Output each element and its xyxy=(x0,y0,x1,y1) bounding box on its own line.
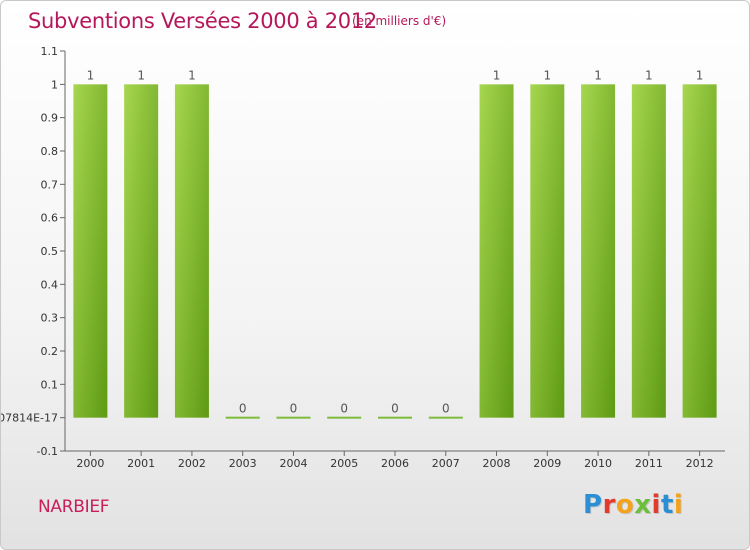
y-tick-label: 1 xyxy=(51,78,58,91)
chart-data-labels: 1 1 1 0 0 0 0 0 1 1 1 1 1 xyxy=(87,68,704,415)
x-tick-label: 2012 xyxy=(686,457,714,470)
y-tick-label: 0.5 xyxy=(41,245,59,258)
y-tick-label: 0.7 xyxy=(41,178,59,191)
y-tick-label: 0.8 xyxy=(41,145,59,158)
y-tick-label: -0.1 xyxy=(37,445,58,458)
data-label: 0 xyxy=(442,402,450,416)
commune-name: NARBIEF xyxy=(38,497,110,517)
bar xyxy=(378,416,412,419)
y-tick-label: 0.1 xyxy=(41,378,59,391)
y-tick-label: 0.9 xyxy=(41,112,59,125)
data-label: 1 xyxy=(87,68,95,82)
bar xyxy=(327,416,362,419)
chart-axes: -0.1 1.3877787807814E-17 0.1 0.2 0.3 0.4 0.5 0.… xyxy=(1,45,725,470)
chart-subtitle: (en milliers d'€) xyxy=(352,14,447,28)
x-tick-label: 2004 xyxy=(279,457,307,470)
bar xyxy=(174,84,209,418)
logo-letter: P xyxy=(583,490,603,520)
proxiti-logo[interactable]: Proxiti xyxy=(583,490,683,520)
y-tick-label: 0.4 xyxy=(41,278,59,291)
x-tick-label: 2005 xyxy=(330,457,358,470)
y-tick-label: 0.3 xyxy=(41,312,59,325)
data-label: 0 xyxy=(290,402,298,416)
y-tick-label: 1.1 xyxy=(41,45,59,58)
bar xyxy=(276,416,311,419)
data-label: 1 xyxy=(137,68,145,82)
bar xyxy=(581,84,616,418)
x-tick-label: 2008 xyxy=(483,457,511,470)
x-tick-label: 2009 xyxy=(533,457,561,470)
data-label: 1 xyxy=(696,68,704,82)
bar xyxy=(124,84,159,418)
logo-letter: o xyxy=(615,490,635,520)
data-label: 1 xyxy=(188,68,196,82)
y-tick-label: 0.2 xyxy=(41,345,59,358)
data-label: 0 xyxy=(239,402,247,416)
data-label: 1 xyxy=(645,68,653,82)
bar xyxy=(682,84,717,418)
logo-letter: x xyxy=(634,490,652,520)
bar xyxy=(530,84,565,418)
chart-bars xyxy=(73,84,717,419)
x-tick-label: 2001 xyxy=(127,457,155,470)
y-tick-label: 1.3877787807814E-17 xyxy=(1,412,58,425)
data-label: 0 xyxy=(340,402,348,416)
chart-title: Subventions Versées 2000 à 2012 xyxy=(28,9,377,33)
logo-letter: r xyxy=(602,490,616,520)
bar xyxy=(428,416,463,419)
logo-letter: i xyxy=(651,490,661,520)
logo-letter: i xyxy=(673,490,684,520)
data-label: 1 xyxy=(594,68,602,82)
x-tick-label: 2006 xyxy=(381,457,409,470)
data-label: 1 xyxy=(543,68,551,82)
logo-letter: t xyxy=(660,490,674,520)
bar xyxy=(225,416,260,419)
bar xyxy=(479,84,514,418)
bar xyxy=(73,84,108,418)
x-tick-label: 2000 xyxy=(76,457,104,470)
x-tick-label: 2002 xyxy=(178,457,206,470)
y-tick-label: 0.6 xyxy=(41,212,59,225)
x-tick-label: 2003 xyxy=(229,457,257,470)
data-label: 0 xyxy=(391,402,399,416)
bar xyxy=(631,84,666,418)
data-label: 1 xyxy=(493,68,501,82)
x-tick-label: 2010 xyxy=(584,457,612,470)
x-tick-label: 2007 xyxy=(432,457,460,470)
x-tick-label: 2011 xyxy=(635,457,663,470)
